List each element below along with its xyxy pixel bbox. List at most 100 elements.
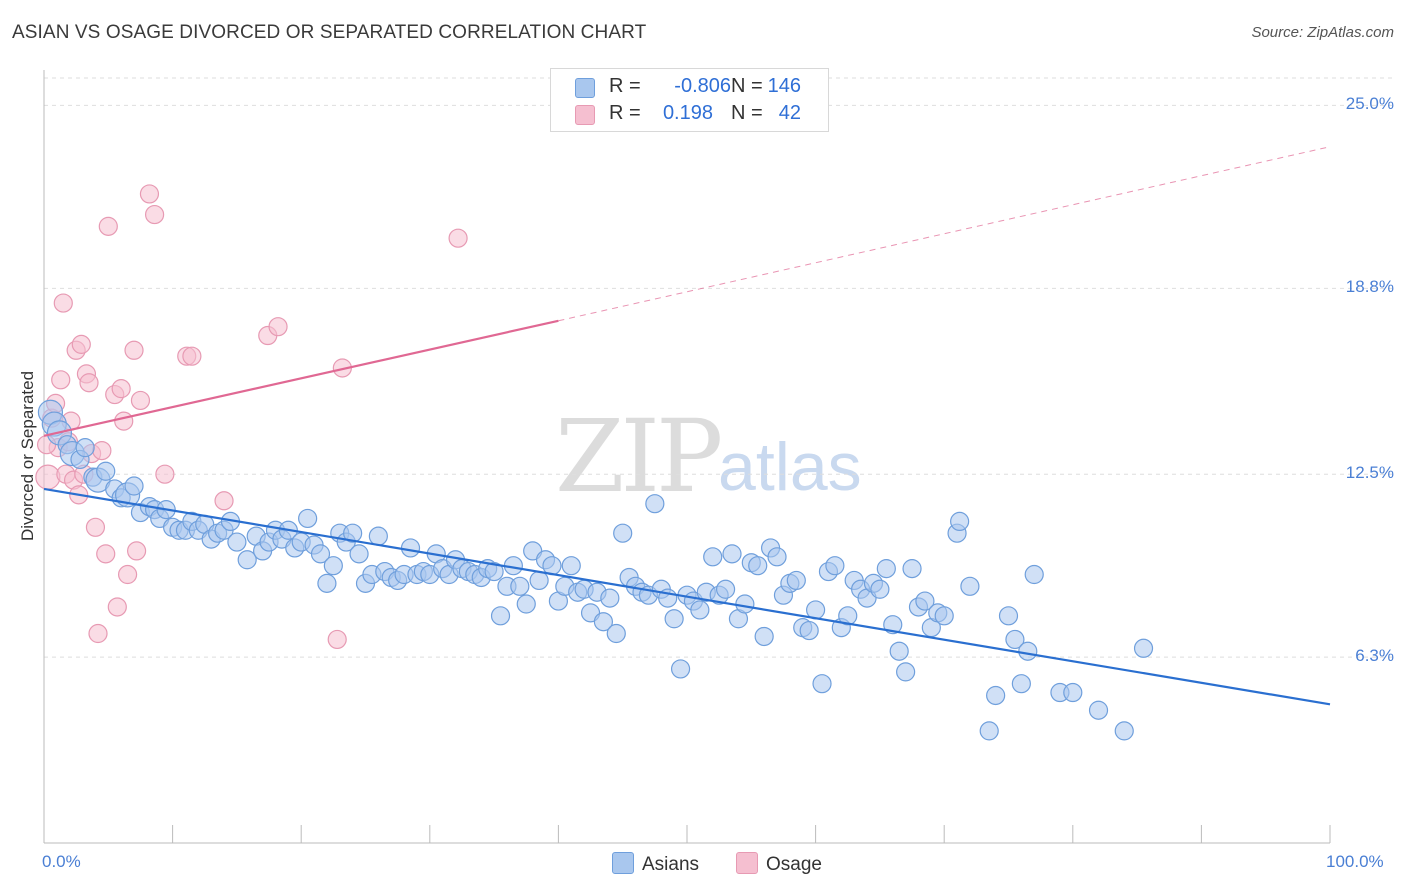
osage-point xyxy=(448,228,468,248)
asian-point xyxy=(490,606,511,626)
asian-point xyxy=(1018,641,1038,661)
legend-r-value: -0.806 xyxy=(674,75,731,97)
legend-item-asians[interactable]: Asians xyxy=(612,852,699,876)
asian-point xyxy=(896,662,916,682)
asian-point xyxy=(349,544,369,564)
osage-point xyxy=(139,184,160,204)
osage-point xyxy=(327,629,347,650)
osage-point xyxy=(117,564,138,585)
asian-point xyxy=(1063,682,1083,703)
osage-point xyxy=(111,379,131,399)
asian-point xyxy=(703,547,723,567)
asian-point xyxy=(593,612,614,632)
asian-point xyxy=(1024,564,1044,585)
osage-point xyxy=(98,216,118,236)
legend-n-value: 146 xyxy=(767,75,801,97)
osage-point xyxy=(144,204,165,225)
x-tick-label-max: 100.0% xyxy=(1326,852,1384,871)
asian-swatch-icon xyxy=(575,78,595,98)
asian-point xyxy=(876,559,896,579)
legend-r-label: R = xyxy=(609,75,641,97)
y-tick-label: 18.8% xyxy=(1345,277,1394,297)
asian-point xyxy=(979,721,999,741)
y-axis-label: Divorced or Separated xyxy=(18,370,37,542)
legend-row-osage: R = 0.198 N = 42 xyxy=(569,102,819,126)
source-label: Source: ZipAtlas.com xyxy=(1251,24,1394,41)
asian-point xyxy=(735,594,755,614)
legend-item-osage[interactable]: Osage xyxy=(736,852,822,876)
asian-point xyxy=(812,674,832,694)
osage-point xyxy=(88,623,108,644)
asian-point xyxy=(343,523,363,543)
asian-point xyxy=(934,606,954,626)
osage-point xyxy=(214,491,234,511)
grid-lines xyxy=(44,77,1394,658)
asian-point xyxy=(915,591,935,611)
asian-point xyxy=(400,538,421,558)
asians-swatch-icon xyxy=(612,852,634,874)
osage-point xyxy=(130,390,151,411)
trend-lines xyxy=(43,146,1331,706)
asian-point xyxy=(323,556,343,576)
legend-n-value: 42 xyxy=(778,102,801,124)
asian-point xyxy=(96,461,116,481)
asian-point xyxy=(883,615,903,635)
asian-point xyxy=(368,526,388,546)
asian-point xyxy=(889,641,909,661)
asian-point xyxy=(600,588,620,608)
asian-point xyxy=(124,476,144,496)
asian-point xyxy=(664,609,684,629)
legend-label-osage: Osage xyxy=(766,854,822,875)
y-tick-label: 12.5% xyxy=(1345,463,1394,483)
legend-r-value: 0.198 xyxy=(662,102,713,124)
asian-point xyxy=(310,544,331,564)
asian-point xyxy=(1133,638,1154,658)
asian-point xyxy=(838,606,858,626)
asian-point xyxy=(722,544,742,564)
osage-swatch-icon xyxy=(736,852,758,874)
asian-point xyxy=(606,623,626,644)
asian-point xyxy=(227,532,247,552)
axes xyxy=(43,70,1331,844)
asian-point xyxy=(767,547,787,567)
osage-point xyxy=(85,517,106,537)
osage-point xyxy=(35,464,61,490)
osage-point xyxy=(268,317,288,337)
asian-point xyxy=(75,438,95,458)
asian-point xyxy=(986,685,1006,706)
legend-n-label: N = xyxy=(731,102,763,124)
osage-point xyxy=(155,464,175,484)
asian-point xyxy=(998,606,1019,626)
watermark-atlas: atlas xyxy=(718,429,862,505)
asian-point xyxy=(510,576,530,596)
asian-point xyxy=(1005,629,1025,650)
osage-swatch-icon xyxy=(575,105,595,125)
asian-point xyxy=(786,570,806,591)
osage-point xyxy=(114,411,134,431)
y-tick-label: 6.3% xyxy=(1355,646,1394,666)
osage-point xyxy=(124,340,144,360)
legend-label-asians: Asians xyxy=(642,854,700,875)
osage-point xyxy=(96,544,116,564)
asian-point xyxy=(298,508,318,529)
osage-point xyxy=(79,373,99,393)
asian-point xyxy=(950,511,970,532)
stats-legend: R = -0.806 N = 146 R = 0.198 N = 42 xyxy=(550,68,829,132)
asian-trend-line xyxy=(43,487,1331,706)
osage-point xyxy=(126,541,147,561)
asian-point xyxy=(754,626,774,647)
asian-point xyxy=(1011,674,1031,694)
asian-points xyxy=(37,399,1154,741)
asian-point xyxy=(613,523,633,543)
asian-point xyxy=(715,579,736,599)
asian-point xyxy=(1114,721,1134,741)
osage-point xyxy=(182,346,202,366)
asian-point xyxy=(902,559,922,579)
osage-point xyxy=(92,440,112,461)
osage-point xyxy=(107,597,127,617)
osage-point xyxy=(53,293,73,313)
asian-point xyxy=(799,620,819,641)
osage-trend-extension xyxy=(558,146,1331,322)
osage-point xyxy=(51,370,71,390)
